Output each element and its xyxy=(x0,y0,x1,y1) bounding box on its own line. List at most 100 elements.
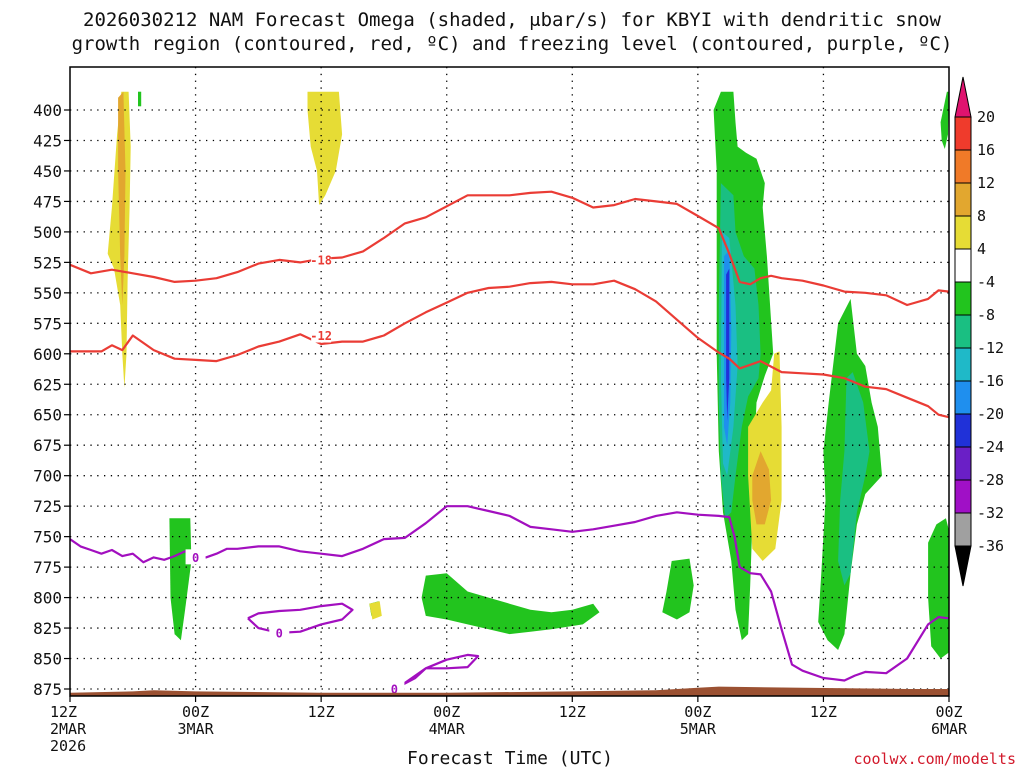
colorbar-swatch-1 xyxy=(954,116,972,151)
contour-layer: -18 -12 0 0 0 xyxy=(70,190,949,697)
omega-region-8 xyxy=(662,558,694,620)
colorbar-label-6: -8 xyxy=(977,306,995,324)
grid-layer xyxy=(70,67,949,696)
colorbar-cap-bottom xyxy=(954,545,972,587)
omega-region-3 xyxy=(138,91,142,107)
x-tick-label-36-0: 00Z xyxy=(433,703,460,721)
colorbar-swatch-7 xyxy=(954,314,972,349)
dendritic-contour-label-0: -18 xyxy=(310,253,332,267)
y-tick-label-850: 850 xyxy=(33,650,62,669)
omega-region-14 xyxy=(838,372,870,586)
colorbar-label-13: -36 xyxy=(977,537,1004,555)
y-tick-label-775: 775 xyxy=(33,558,62,577)
colorbar-label-0: 20 xyxy=(977,108,995,126)
y-tick-label-875: 875 xyxy=(33,680,62,699)
omega-region-7 xyxy=(421,573,600,635)
colorbar-label-9: -20 xyxy=(977,405,1004,423)
y-tick-label-675: 675 xyxy=(33,436,62,455)
colorbar-label-10: -24 xyxy=(977,438,1004,456)
colorbar-label-7: -12 xyxy=(977,339,1004,357)
freezing-contour-label-0: 0 xyxy=(192,551,199,565)
x-tick-label-36-1: 4MAR xyxy=(429,720,466,738)
freezing-contour-label-1: 0 xyxy=(276,626,283,640)
omega-region-1 xyxy=(118,91,126,305)
omega-region-17 xyxy=(726,268,730,421)
colorbar-swatch-13 xyxy=(954,512,972,547)
freezing-contour-label-bg-2 xyxy=(384,681,405,696)
colorbar-swatch-3 xyxy=(954,182,972,217)
y-tick-label-525: 525 xyxy=(33,253,62,272)
y-tick-label-650: 650 xyxy=(33,406,62,425)
colorbar-swatch-11 xyxy=(954,446,972,481)
y-tick-label-400: 400 xyxy=(33,101,62,120)
y-tick-label-600: 600 xyxy=(33,345,62,364)
dendritic-contour-label-1: -12 xyxy=(310,329,332,343)
colorbar-swatch-6 xyxy=(954,281,972,316)
omega-region-4 xyxy=(169,518,192,641)
y-tick-label-750: 750 xyxy=(33,528,62,547)
y-tick-label-825: 825 xyxy=(33,619,62,638)
y-tick-label-625: 625 xyxy=(33,375,62,394)
terrain-ground xyxy=(70,686,949,696)
x-tick-label-12-1: 3MAR xyxy=(178,720,215,738)
dendritic-contour-label-bg-1 xyxy=(311,327,332,343)
x-tick-label-12-0: 00Z xyxy=(182,703,209,721)
dendritic-contour-label-bg-0 xyxy=(311,251,332,267)
colorbar-swatch-12 xyxy=(954,479,972,514)
y-tick-label-575: 575 xyxy=(33,314,62,333)
x-tick-label-84-1: 6MAR xyxy=(931,720,968,738)
colorbar-label-1: 16 xyxy=(977,141,995,159)
y-tick-label-450: 450 xyxy=(33,162,62,181)
y-tick-label-475: 475 xyxy=(33,192,62,211)
y-tick-label-425: 425 xyxy=(33,131,62,150)
x-axis-title: Forecast Time (UTC) xyxy=(407,748,613,768)
x-tick-label-0-2: 2026 xyxy=(50,737,86,755)
freezing-contour-1 xyxy=(247,602,354,635)
y-tick-label-550: 550 xyxy=(33,284,62,303)
colorbar-swatch-5 xyxy=(954,248,972,283)
dendritic-contour-0 xyxy=(70,190,949,307)
x-tick-label-48-0: 12Z xyxy=(559,703,586,721)
omega-region-6 xyxy=(369,601,382,620)
freezing-contour-0 xyxy=(70,505,949,682)
freezing-contour-label-bg-0 xyxy=(185,549,206,565)
colorbar-label-11: -28 xyxy=(977,471,1004,489)
colorbar-label-4: 4 xyxy=(977,240,986,258)
x-tick-label-72-0: 12Z xyxy=(810,703,837,721)
colorbar-swatch-4 xyxy=(954,215,972,250)
freezing-contour-label-bg-1 xyxy=(269,624,290,640)
y-tick-label-500: 500 xyxy=(33,223,62,242)
y-tick-label-700: 700 xyxy=(33,467,62,486)
colorbar-label-2: 12 xyxy=(977,174,995,192)
y-tick-label-800: 800 xyxy=(33,589,62,608)
dendritic-contour-1 xyxy=(70,279,949,419)
colorbar-label-5: -4 xyxy=(977,273,995,291)
freezing-contour-2 xyxy=(393,653,480,690)
credit-text: coolwx.com/modelts xyxy=(853,750,1016,768)
y-tick-label-725: 725 xyxy=(33,497,62,516)
omega-region-2 xyxy=(307,91,343,206)
colorbar-label-12: -32 xyxy=(977,504,1004,522)
chart-title-line-1: 2026030212 NAM Forecast Omega (shaded, μ… xyxy=(83,9,941,31)
colorbar-label-3: 8 xyxy=(977,207,986,225)
x-tick-label-0-0: 12Z xyxy=(50,703,77,721)
x-tick-label-84-0: 00Z xyxy=(935,703,962,721)
y-axis: 400 425 450 475 500 525 550 575 600 625 650 675 700 7… xyxy=(33,101,70,699)
plot-frame xyxy=(69,66,950,697)
freezing-contour-label-2: 0 xyxy=(391,683,398,697)
colorbar: 20 16 12 8 4 -4 -8 -12 -16 -20 -24 -28 -32 -36 xyxy=(954,76,1004,587)
terrain-layer xyxy=(70,686,949,696)
x-tick-label-60-1: 5MAR xyxy=(680,720,717,738)
x-tick-label-24-0: 12Z xyxy=(308,703,335,721)
omega-region-11 xyxy=(928,518,949,659)
omega-region-12 xyxy=(940,91,949,149)
colorbar-swatch-10 xyxy=(954,413,972,448)
colorbar-swatch-8 xyxy=(954,347,972,382)
colorbar-cap-top xyxy=(954,76,972,118)
x-tick-label-60-0: 00Z xyxy=(684,703,711,721)
x-tick-label-0-1: 2MAR xyxy=(50,720,87,738)
colorbar-label-8: -16 xyxy=(977,372,1004,390)
colorbar-swatch-2 xyxy=(954,149,972,184)
